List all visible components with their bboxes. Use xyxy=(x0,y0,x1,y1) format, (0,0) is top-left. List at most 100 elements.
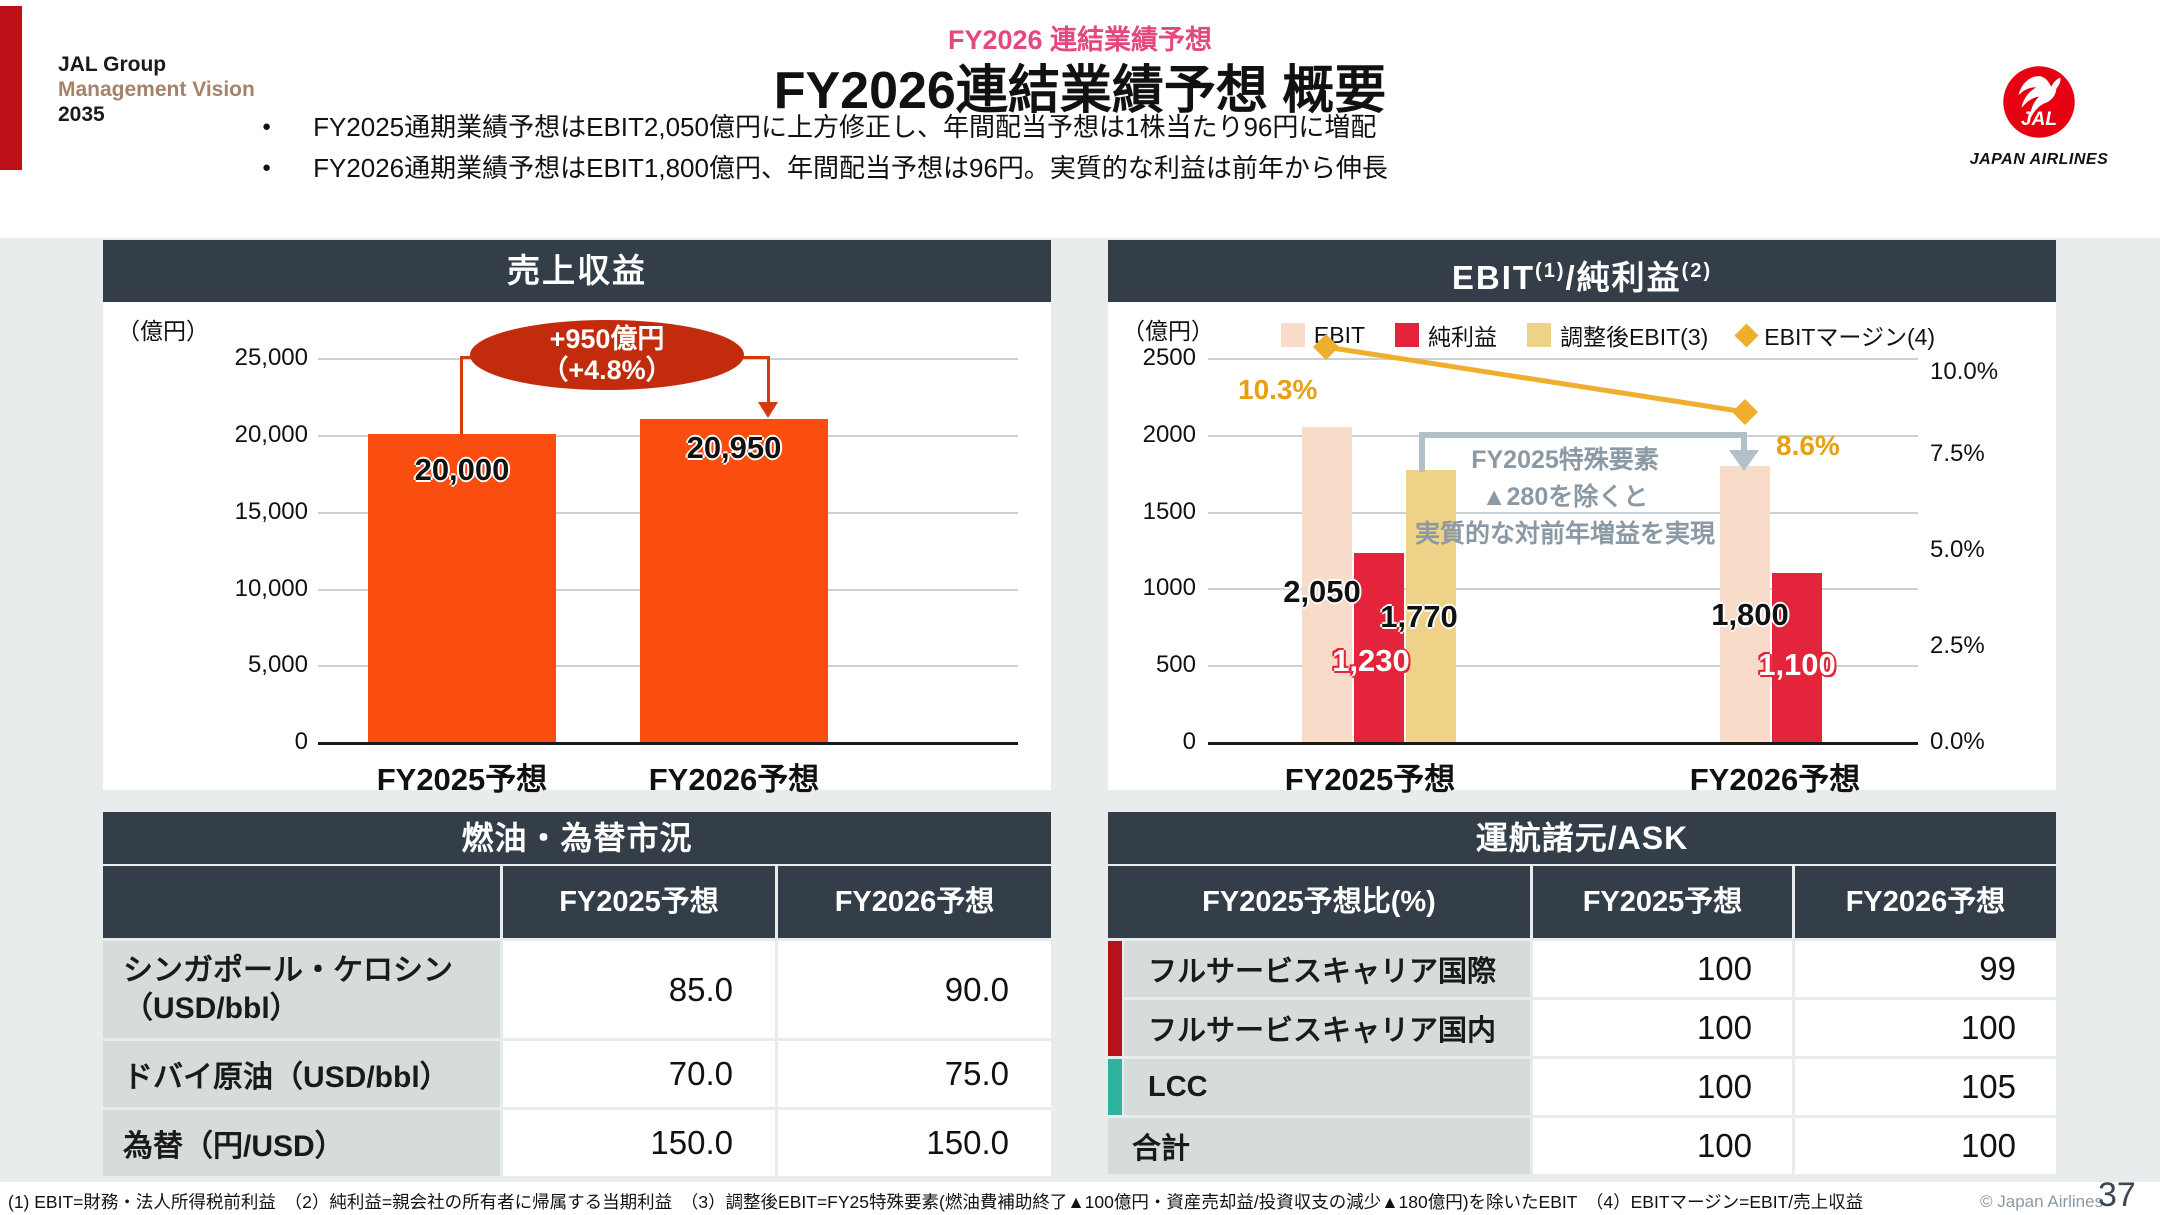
callout-connector-down xyxy=(767,356,770,403)
bracket-top xyxy=(1419,432,1747,438)
accent-bar-lcc xyxy=(1108,1059,1122,1115)
legend-item-net-income: 純利益 xyxy=(1395,318,1497,352)
ask-row-value: 100 xyxy=(1533,1118,1792,1174)
y-tick-left: 1500 xyxy=(1142,498,1196,525)
ebit-chart: （億円） EBIT 純利益 調整後EBIT(3) EBITマージン(4) xyxy=(1108,302,2056,797)
ask-row-value: 100 xyxy=(1795,1118,2056,1174)
ask-header-ratio: FY2025予想比(%) xyxy=(1108,866,1530,938)
ask-row-label: フルサービスキャリア国際 xyxy=(1124,941,1530,997)
copyright: © Japan Airlines xyxy=(1980,1192,2104,1211)
fuel-header-fy2025: FY2025予想 xyxy=(503,866,775,938)
fuel-fx-table: 燃油・為替市況 FY2025予想 FY2026予想 シンガポール・ケロシン（US… xyxy=(103,812,1051,1178)
net-income-value-fy2025: 1,230 xyxy=(1332,643,1410,678)
legend-item-ebit-margin: EBITマージン(4) xyxy=(1734,318,1936,352)
net-income-value-fy2026: 1,100 xyxy=(1758,647,1836,682)
revenue-panel: 売上収益 （億円） 25,000 20,000 15,000 10,000 5,… xyxy=(103,240,1051,797)
legend-swatch-ebit xyxy=(1280,323,1305,347)
callout-line1: +950億円 xyxy=(549,324,665,354)
bullet-text: FY2025通期業績予想はEBIT2,050億円に上方修正し、年間配当予想は1株… xyxy=(313,112,1377,142)
accent-bar-fsc xyxy=(1108,941,1122,1056)
ebit-value-fy2025: 2,050 xyxy=(1283,574,1361,609)
adjusted-ebit-value-fy2025: 1,770 xyxy=(1380,599,1458,634)
bullet-dot-icon: ● xyxy=(262,118,272,135)
revenue-bar-fy2025 xyxy=(368,434,556,742)
fuel-fx-table-title: 燃油・為替市況 xyxy=(103,812,1051,864)
net-income-bar-fy2026 xyxy=(1772,573,1822,742)
y-tick-left: 2000 xyxy=(1142,421,1196,448)
y-tick-right: 10.0% xyxy=(1930,358,1999,385)
revenue-bar-fy2026 xyxy=(640,419,828,742)
fuel-header-fy2026: FY2026予想 xyxy=(778,866,1051,938)
legend: EBIT 純利益 調整後EBIT(3) EBITマージン(4) xyxy=(1218,318,1998,352)
ask-row-value: 105 xyxy=(1795,1059,2056,1115)
fuel-row-label: シンガポール・ケロシン（USD/bbl） xyxy=(103,941,500,1038)
x-label-fy2025: FY2025予想 xyxy=(1284,762,1456,797)
gridline-1500 xyxy=(1208,512,1918,514)
bracket-arrow-down-icon xyxy=(1729,450,1759,471)
x-label-fy2026: FY2026予想 xyxy=(1689,762,1861,797)
bullet-item: ● FY2026通期業績予想はEBIT1,800億円、年間配当予想は96円。実質… xyxy=(262,151,1762,185)
legend-item-adjusted-ebit: 調整後EBIT(3) xyxy=(1527,318,1708,352)
ask-row-value: 100 xyxy=(1533,1000,1792,1056)
fuel-row-value: 150.0 xyxy=(778,1110,1051,1176)
footnotes: (1) EBIT=財務・法人所得税前利益 （2）純利益=親会社の所有者に帰属する… xyxy=(8,1192,1864,1212)
legend-label: 純利益 xyxy=(1428,324,1498,350)
y-tick-left: 0 xyxy=(1182,728,1196,755)
ebit-title-sep: /純利益 xyxy=(1565,259,1682,296)
ebit-margin-line xyxy=(1313,334,1758,425)
ebit-title-main: EBIT xyxy=(1451,259,1536,296)
y-tick-right: 7.5% xyxy=(1930,440,1985,467)
revenue-unit-label: （億円） xyxy=(117,318,209,344)
ask-row-label: 合計 xyxy=(1108,1118,1530,1174)
margin-diamond-fy2025 xyxy=(1313,334,1339,360)
ebit-title-sup1: (1) xyxy=(1535,260,1566,282)
brand-block: JAL Group Management Vision 2035 xyxy=(58,52,255,127)
legend-label: EBITマージン(4) xyxy=(1764,324,1936,350)
ask-table-title: 運航諸元/ASK xyxy=(1108,812,2056,864)
ask-row-label: フルサービスキャリア国内 xyxy=(1124,1000,1530,1056)
y-tick-left: 500 xyxy=(1155,651,1196,678)
annotation-line: ▲280を除くと xyxy=(1481,483,1649,511)
fuel-row-value: 70.0 xyxy=(503,1041,775,1107)
legend-swatch-net-income xyxy=(1395,323,1420,347)
ask-header-fy2026: FY2026予想 xyxy=(1795,866,2056,938)
ask-row-value: 100 xyxy=(1533,1059,1792,1115)
ebit-panel-title: EBIT(1)/純利益(2) xyxy=(1108,240,2056,302)
jal-logo: JAL JAPAN AIRLINES xyxy=(1944,64,2134,169)
y-tick-left: 1000 xyxy=(1142,574,1196,601)
bracket-left-leg xyxy=(1419,432,1425,472)
ask-header-fy2025: FY2025予想 xyxy=(1533,866,1792,938)
ebit-unit-label: （億円） xyxy=(1122,318,1214,344)
eyebrow-heading: FY2026 連結業績予想 xyxy=(947,25,1213,55)
fuel-row-value: 90.0 xyxy=(778,941,1051,1038)
callout-arrow-down-icon xyxy=(758,402,778,418)
ebit-bar-fy2025 xyxy=(1302,427,1352,742)
brand-line2: Management Vision xyxy=(58,78,255,101)
y-tick: 0 xyxy=(294,728,308,755)
fuel-row-value: 85.0 xyxy=(503,941,775,1038)
y-tick: 5,000 xyxy=(247,651,308,678)
ebit-title-sup2: (2) xyxy=(1681,260,1713,282)
fuel-header-blank xyxy=(103,866,500,938)
y-tick: 10,000 xyxy=(234,575,308,602)
bullet-item: ● FY2025通期業績予想はEBIT2,050億円に上方修正し、年間配当予想は… xyxy=(262,110,1762,144)
page-title: FY2026連結業績予想 概要 xyxy=(773,62,1387,120)
gridline-2500 xyxy=(1208,358,1918,360)
bullet-dot-icon: ● xyxy=(262,159,272,176)
revenue-chart: （億円） 25,000 20,000 15,000 10,000 5,000 0… xyxy=(103,302,1051,797)
brand-line1: JAL Group xyxy=(58,53,167,76)
gridline-500 xyxy=(1208,665,1918,667)
x-axis xyxy=(318,742,1018,745)
ebit-bar-fy2026 xyxy=(1720,466,1770,742)
y-tick-right: 2.5% xyxy=(1930,632,1985,659)
ask-row-value: 99 xyxy=(1795,941,2056,997)
ebit-annotation: FY2025特殊要素 ▲280を除くと 実質的な対前年増益を実現 xyxy=(1408,442,1722,553)
fuel-row-value: 150.0 xyxy=(503,1110,775,1176)
summary-bullets: ● FY2025通期業績予想はEBIT2,050億円に上方修正し、年間配当予想は… xyxy=(262,110,1762,192)
margin-label-fy2025: 10.3% xyxy=(1238,374,1318,405)
y-tick: 15,000 xyxy=(234,498,308,525)
net-income-bar-fy2025 xyxy=(1354,553,1404,742)
revenue-callout: +950億円 （+4.8%） xyxy=(470,320,744,390)
annotation-line: 実質的な対前年増益を実現 xyxy=(1414,520,1715,548)
legend-swatch-adjusted-ebit xyxy=(1527,323,1552,347)
